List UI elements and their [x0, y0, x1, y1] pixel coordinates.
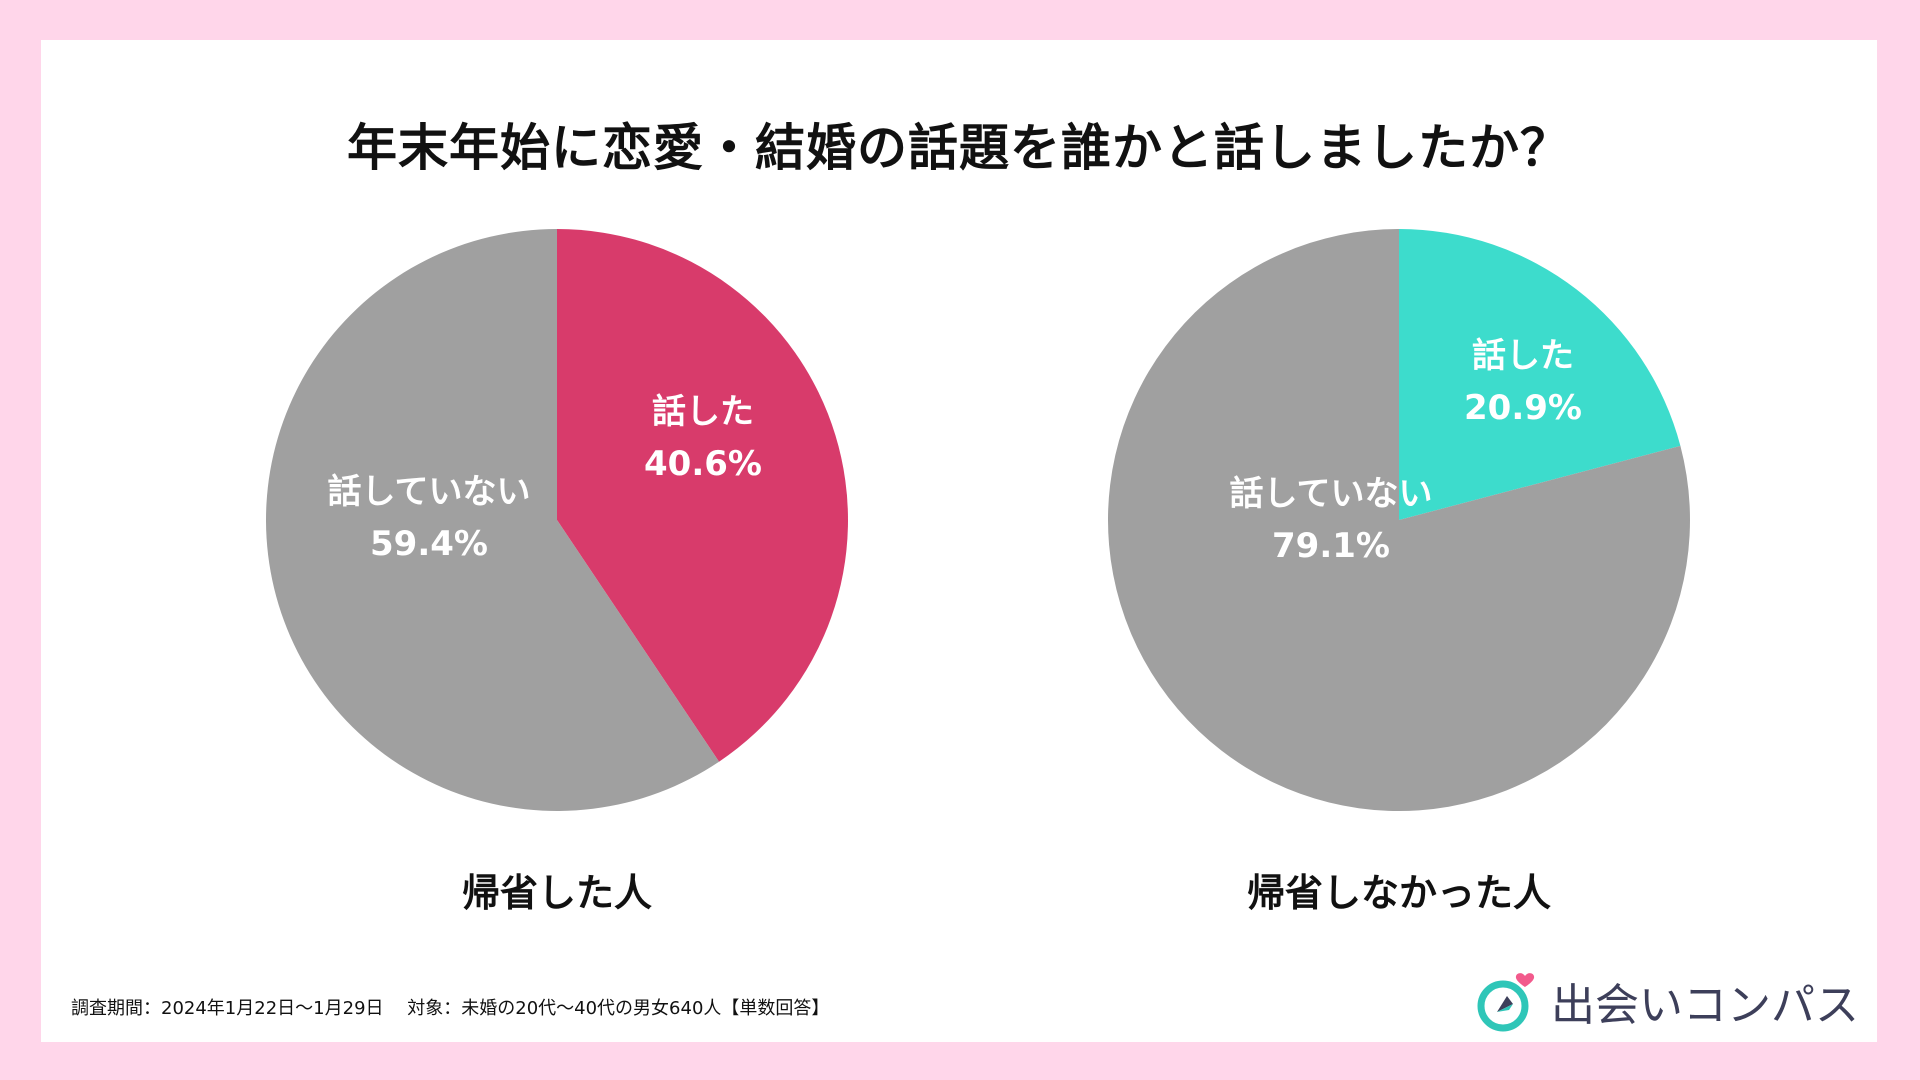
pie-chart-returned-home: 話した 40.6% 話していない 59.4%	[257, 220, 857, 820]
pie-svg-returned-home	[266, 229, 848, 811]
slice-label-talked: 話した 40.6%	[644, 386, 762, 490]
chart-title: 年末年始に恋愛・結婚の話題を誰かと話しましたか？	[347, 119, 1571, 177]
slice-label-not-talked: 話していない 59.4%	[328, 466, 531, 570]
slice-label-talked-value: 20.9%	[1464, 388, 1582, 428]
compass-heart-icon	[1477, 973, 1535, 1032]
chart-card: 年末年始に恋愛・結婚の話題を誰かと話しましたか？ 話した 40.6% 話していな…	[41, 40, 1877, 1042]
slice-label-not-talked-value: 79.1%	[1272, 526, 1390, 566]
slice-label-not-talked: 話していない 79.1%	[1230, 468, 1433, 572]
brand-logo-text: 出会いコンパス	[1551, 980, 1859, 1031]
survey-footnote: 調査期間：2024年1月22日〜1月29日 対象：未婚の20代〜40代の男女64…	[71, 998, 830, 1019]
slice-label-talked-name: 話した	[652, 392, 754, 432]
pie-svg-not-returned-home	[1108, 229, 1690, 811]
pie-slice-talked	[557, 229, 848, 762]
slice-label-talked-name: 話した	[1472, 336, 1574, 376]
pie-caption-not-returned-home: 帰省しなかった人	[1246, 871, 1552, 915]
pie-slice-talked	[1399, 229, 1681, 520]
slice-label-not-talked-name: 話していない	[1229, 474, 1433, 514]
slice-label-talked-value: 40.6%	[644, 444, 762, 484]
slice-label-not-talked-name: 話していない	[327, 472, 531, 512]
slice-label-talked: 話した 20.9%	[1464, 330, 1582, 434]
pie-slice-not-talked	[1108, 229, 1690, 811]
slice-label-not-talked-value: 59.4%	[370, 524, 488, 564]
pie-slice-not-talked	[266, 229, 720, 811]
brand-logo: 出会いコンパス	[1473, 966, 1859, 1036]
pie-caption-returned-home: 帰省した人	[461, 871, 653, 915]
pie-chart-not-returned-home: 話した 20.9% 話していない 79.1%	[1099, 220, 1699, 820]
